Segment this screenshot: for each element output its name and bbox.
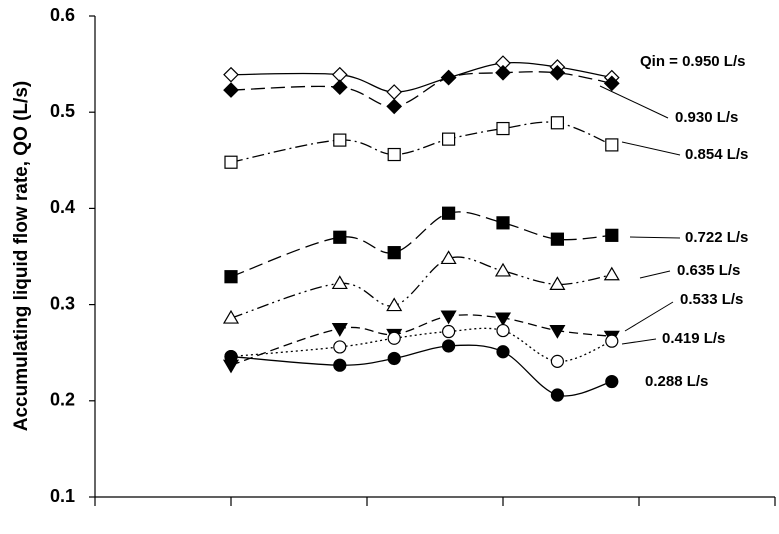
series-label: 0.533 L/s	[680, 291, 743, 308]
marker	[387, 147, 401, 162]
series-label: 0.854 L/s	[685, 146, 748, 163]
marker	[224, 155, 238, 169]
series-label: 0.288 L/s	[645, 373, 708, 390]
marker	[550, 116, 565, 130]
marker	[387, 246, 401, 260]
y-tick-label: 0.6	[50, 5, 75, 25]
marker	[222, 309, 240, 324]
marker	[494, 262, 512, 277]
marker	[223, 82, 239, 98]
marker	[333, 230, 347, 244]
y-tick-label: 0.3	[50, 293, 75, 313]
marker	[549, 276, 566, 290]
leader-line	[599, 85, 669, 119]
marker	[387, 331, 401, 345]
marker	[496, 216, 510, 230]
marker	[605, 334, 619, 348]
marker	[224, 270, 238, 284]
marker	[333, 340, 347, 354]
marker	[387, 351, 401, 366]
series-label: 0.419 L/s	[662, 330, 725, 347]
series-label: Qin = 0.950 L/s	[640, 53, 745, 70]
marker	[549, 324, 566, 339]
marker	[603, 75, 620, 92]
marker	[331, 275, 348, 290]
marker	[605, 374, 619, 389]
marker	[333, 358, 347, 372]
series-line	[230, 211, 612, 278]
marker	[331, 323, 348, 337]
marker	[440, 250, 457, 265]
marker	[442, 206, 456, 220]
marker	[605, 228, 619, 242]
marker	[495, 64, 511, 81]
marker	[496, 121, 510, 136]
marker	[496, 345, 510, 359]
series-line	[230, 344, 612, 397]
series-label: 0.930 L/s	[675, 109, 738, 126]
y-tick-label: 0.2	[50, 390, 75, 410]
marker	[496, 323, 510, 338]
marker	[386, 98, 403, 115]
marker	[605, 138, 619, 152]
marker	[333, 133, 347, 147]
marker	[331, 79, 348, 96]
marker	[550, 354, 565, 368]
marker	[549, 64, 566, 81]
series-label: 0.635 L/s	[677, 262, 740, 279]
y-tick-label: 0.4	[50, 197, 75, 217]
y-axis-label: Accumulating liquid flow rate, QO (L/s)	[11, 81, 32, 431]
marker	[494, 312, 512, 327]
leader-line	[621, 338, 657, 345]
y-tick-label: 0.5	[50, 101, 75, 121]
leader-line	[621, 141, 681, 156]
marker	[442, 339, 456, 353]
marker	[386, 297, 403, 312]
marker	[442, 132, 456, 146]
marker	[440, 310, 457, 325]
y-tick-label: 0.1	[50, 486, 75, 506]
marker	[603, 266, 620, 281]
marker	[224, 349, 238, 364]
marker	[442, 324, 456, 339]
leader-line	[629, 236, 681, 239]
series-label: 0.722 L/s	[685, 229, 748, 246]
marker	[386, 84, 403, 100]
marker	[550, 232, 565, 246]
marker	[223, 66, 239, 83]
leader-line	[639, 270, 671, 279]
marker	[440, 69, 457, 86]
leader-line	[624, 301, 674, 332]
marker	[550, 388, 565, 402]
